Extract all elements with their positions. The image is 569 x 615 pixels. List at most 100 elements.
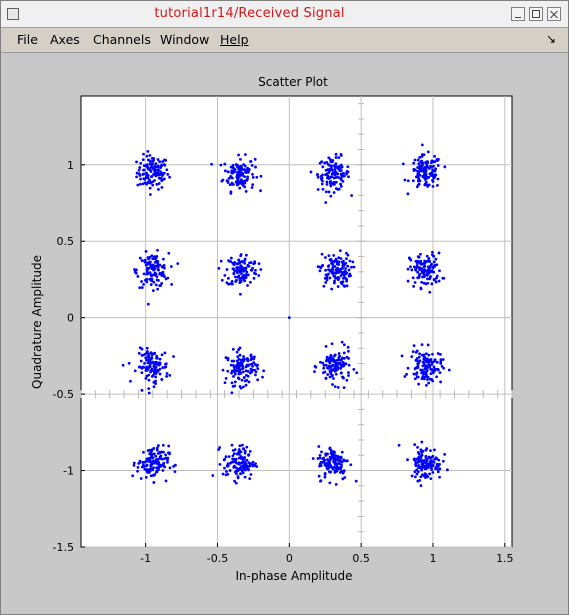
data-point (421, 449, 425, 453)
maximize-button[interactable] (529, 7, 543, 21)
data-point (242, 163, 245, 166)
title-bar[interactable]: tutorial1r14/Received Signal (1, 1, 568, 28)
data-point (426, 375, 430, 379)
data-point (419, 484, 423, 488)
data-point (345, 284, 349, 288)
data-point (150, 367, 154, 371)
data-point (423, 183, 427, 187)
data-point (259, 268, 263, 271)
data-point (239, 178, 243, 182)
menu-help[interactable]: Help (220, 32, 249, 47)
data-point (340, 450, 344, 454)
data-point (239, 457, 243, 460)
data-point (148, 469, 152, 473)
data-point (230, 369, 234, 373)
data-point (337, 466, 341, 470)
data-point (231, 262, 235, 265)
data-point (440, 364, 444, 368)
data-point (149, 465, 153, 468)
data-point (332, 377, 335, 380)
data-point (139, 477, 143, 480)
data-point (413, 168, 417, 172)
data-point (332, 260, 336, 264)
data-point (149, 283, 153, 286)
menu-window[interactable]: Window (160, 32, 210, 47)
data-point (145, 154, 149, 158)
data-point (150, 274, 153, 278)
close-button[interactable] (547, 7, 561, 21)
data-point (239, 386, 243, 390)
data-point (251, 464, 255, 468)
data-point (240, 468, 244, 472)
tear-off-arrow-icon[interactable]: ↘ (546, 32, 557, 46)
data-point (435, 457, 439, 461)
data-point (418, 478, 422, 482)
data-point (416, 460, 420, 464)
data-point (341, 179, 345, 183)
data-point (327, 190, 331, 194)
data-point (154, 458, 158, 462)
data-point (232, 365, 236, 369)
minimize-button[interactable] (511, 7, 525, 21)
data-point (150, 375, 154, 378)
data-point (427, 381, 430, 385)
data-point (240, 443, 244, 447)
data-point (149, 370, 152, 374)
data-point (162, 457, 166, 461)
data-point (434, 173, 438, 177)
data-point (424, 448, 428, 452)
data-point (156, 265, 160, 269)
data-point (432, 164, 435, 168)
data-point (153, 260, 157, 264)
data-point (162, 266, 166, 270)
data-point (334, 257, 338, 261)
data-point (144, 164, 147, 168)
data-point (235, 469, 238, 473)
data-point (229, 176, 233, 179)
data-point (443, 165, 447, 169)
data-point (143, 460, 147, 464)
data-point (154, 382, 158, 386)
data-point (143, 361, 146, 365)
data-point (329, 166, 333, 170)
data-point (164, 362, 168, 366)
data-point (334, 482, 338, 486)
data-point (330, 374, 334, 378)
menu-file[interactable]: File (17, 32, 38, 47)
data-point (426, 343, 430, 347)
data-point (223, 381, 227, 385)
data-point (145, 374, 149, 378)
data-point (150, 254, 154, 258)
window-menu-icon[interactable] (7, 8, 19, 20)
data-point (320, 182, 324, 186)
data-point (420, 280, 424, 284)
data-point (421, 473, 424, 477)
data-point (424, 166, 428, 170)
data-point (432, 278, 436, 281)
data-point (135, 171, 139, 175)
data-point (144, 376, 148, 380)
data-point (322, 366, 326, 370)
data-point (424, 352, 428, 355)
data-point (336, 385, 340, 389)
data-point (243, 257, 247, 261)
y-tick-label: 0 (67, 312, 74, 325)
menu-axes[interactable]: Axes (50, 32, 80, 47)
data-point (157, 182, 161, 185)
data-point (325, 359, 328, 363)
data-point (141, 460, 145, 464)
data-point (406, 458, 409, 462)
menu-channels[interactable]: Channels (93, 32, 151, 47)
data-point (240, 276, 244, 280)
data-point (423, 367, 427, 371)
data-point (249, 358, 253, 362)
data-point (218, 462, 222, 466)
data-point (143, 258, 147, 262)
data-point (226, 170, 230, 174)
data-point (327, 268, 330, 272)
data-point (432, 254, 436, 258)
data-point (154, 454, 158, 458)
data-point (416, 158, 420, 162)
y-tick-label: -1.5 (53, 541, 74, 554)
data-point (326, 265, 330, 268)
